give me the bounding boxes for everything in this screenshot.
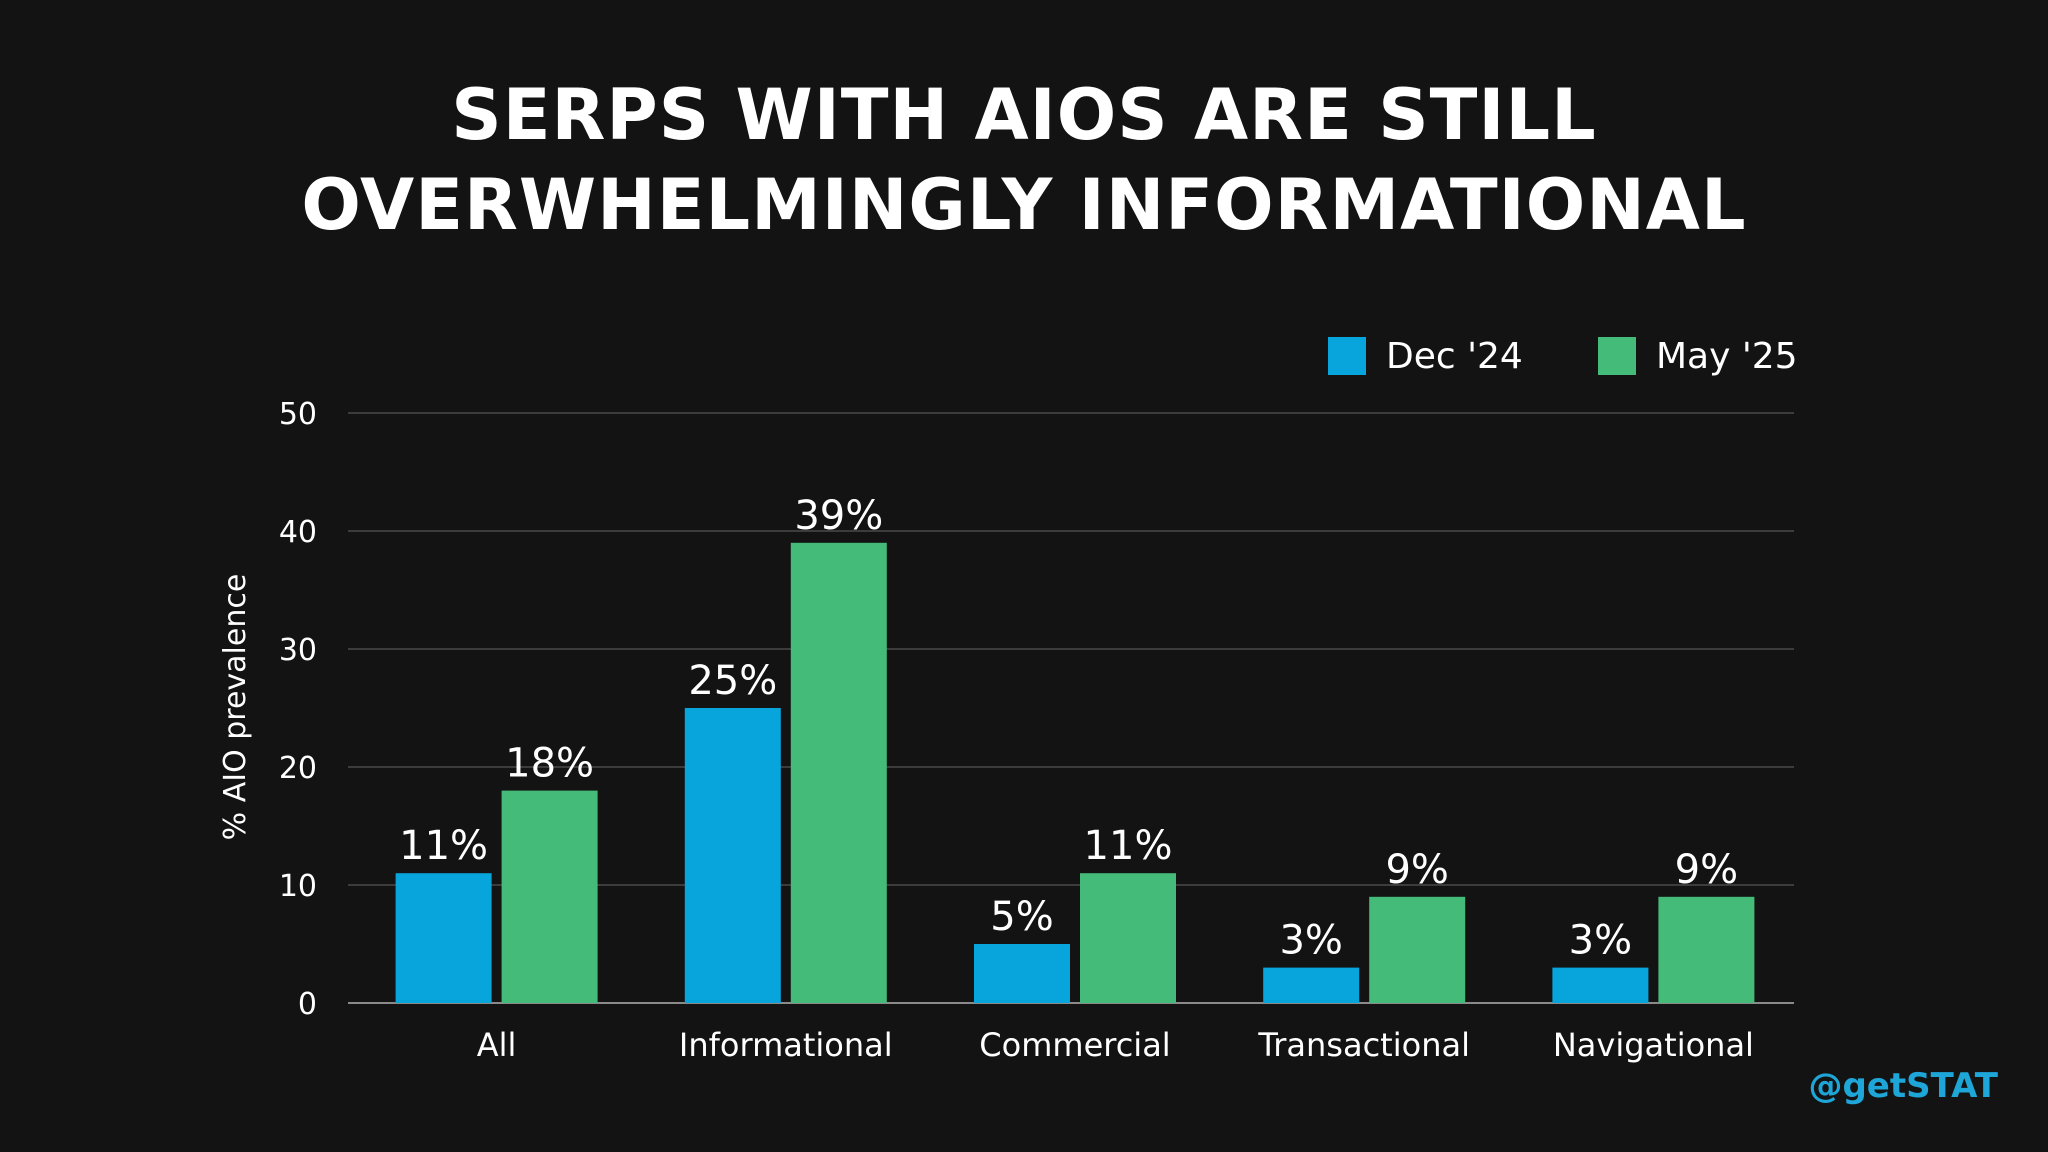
data-label: 11% xyxy=(1084,823,1173,869)
bar-navigational-1 xyxy=(1658,896,1755,1003)
x-tick-label: Informational xyxy=(679,1026,893,1064)
data-label: 9% xyxy=(1675,847,1738,893)
bars xyxy=(395,542,1755,1003)
legend-label: Dec '24 xyxy=(1386,336,1523,377)
brand-handle[interactable]: @getSTAT xyxy=(1808,1066,1998,1106)
data-label: 3% xyxy=(1279,918,1342,964)
bar-informational-0 xyxy=(684,708,781,1003)
data-label: 11% xyxy=(399,823,488,869)
y-tick-label: 0 xyxy=(298,987,317,1022)
data-labels: 11% 18% 25% 39% 5% 11% 3% 9% 3% 9% xyxy=(399,493,1738,964)
bar-all-1 xyxy=(501,790,598,1003)
bar-commercial-1 xyxy=(1080,873,1176,1003)
y-tick-label: 20 xyxy=(279,751,317,786)
data-label: 18% xyxy=(505,741,594,787)
x-tick-label: All xyxy=(477,1026,517,1064)
bar-navigational-0 xyxy=(1552,967,1649,1003)
data-label: 25% xyxy=(688,658,777,704)
bar-transactional-1 xyxy=(1369,896,1466,1003)
legend-swatch xyxy=(1598,337,1636,375)
legend-swatch xyxy=(1328,337,1366,375)
y-tick-label: 50 xyxy=(279,397,317,432)
chart-title-line-2: OVERWHELMINGLY INFORMATIONAL xyxy=(301,164,1747,246)
data-label: 5% xyxy=(990,894,1053,940)
data-label: 9% xyxy=(1385,847,1448,893)
y-tick-label: 10 xyxy=(279,869,317,904)
bar-informational-1 xyxy=(790,542,887,1003)
y-tick-label: 40 xyxy=(279,515,317,550)
x-axis-ticks: All Informational Commercial Transactional N… xyxy=(477,1026,1754,1064)
chart-title: SERPS WITH AIOS ARE STILL OVERWHELMINGLY… xyxy=(0,70,2048,250)
x-tick-label: Navigational xyxy=(1553,1026,1754,1064)
data-label: 39% xyxy=(794,493,883,539)
legend-label: May '25 xyxy=(1656,336,1798,377)
data-label: 3% xyxy=(1569,918,1632,964)
y-axis-label: % AIO prevalence xyxy=(218,574,253,841)
chart-title-line-1: SERPS WITH AIOS ARE STILL xyxy=(451,74,1597,156)
bar-transactional-0 xyxy=(1263,967,1360,1003)
bar-commercial-0 xyxy=(974,944,1070,1003)
bar-all-0 xyxy=(395,873,492,1003)
y-tick-label: 30 xyxy=(279,633,317,668)
y-axis-ticks: 0 10 20 30 40 50 xyxy=(279,397,317,1022)
x-tick-label: Transactional xyxy=(1257,1026,1470,1064)
x-tick-label: Commercial xyxy=(979,1026,1170,1064)
legend: Dec '24 May '25 xyxy=(1328,336,1798,377)
